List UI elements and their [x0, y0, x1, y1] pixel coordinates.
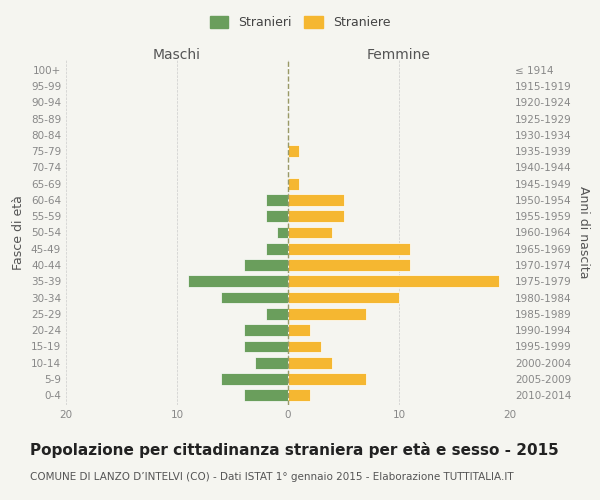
Legend: Stranieri, Straniere: Stranieri, Straniere [205, 11, 395, 34]
Y-axis label: Anni di nascita: Anni di nascita [577, 186, 590, 279]
Bar [288, 373, 366, 385]
Bar [277, 226, 288, 238]
Bar [288, 243, 410, 254]
Bar [244, 340, 288, 352]
Bar [221, 292, 288, 304]
Bar [288, 390, 310, 401]
Text: Femmine: Femmine [367, 48, 431, 62]
Bar [266, 243, 288, 254]
Bar [244, 324, 288, 336]
Y-axis label: Fasce di età: Fasce di età [13, 195, 25, 270]
Bar [244, 390, 288, 401]
Bar [288, 146, 299, 157]
Bar [288, 292, 399, 304]
Bar [254, 357, 288, 368]
Bar [288, 259, 410, 271]
Bar [221, 373, 288, 385]
Bar [266, 210, 288, 222]
Bar [288, 210, 343, 222]
Bar [288, 178, 299, 190]
Bar [288, 357, 332, 368]
Bar [266, 194, 288, 206]
Bar [288, 324, 310, 336]
Bar [288, 308, 366, 320]
Text: Maschi: Maschi [153, 48, 201, 62]
Bar [288, 194, 343, 206]
Text: Popolazione per cittadinanza straniera per età e sesso - 2015: Popolazione per cittadinanza straniera p… [30, 442, 559, 458]
Bar [244, 259, 288, 271]
Bar [288, 340, 322, 352]
Bar [188, 276, 288, 287]
Bar [288, 276, 499, 287]
Bar [266, 308, 288, 320]
Text: COMUNE DI LANZO D’INTELVI (CO) - Dati ISTAT 1° gennaio 2015 - Elaborazione TUTTI: COMUNE DI LANZO D’INTELVI (CO) - Dati IS… [30, 472, 514, 482]
Bar [288, 226, 332, 238]
